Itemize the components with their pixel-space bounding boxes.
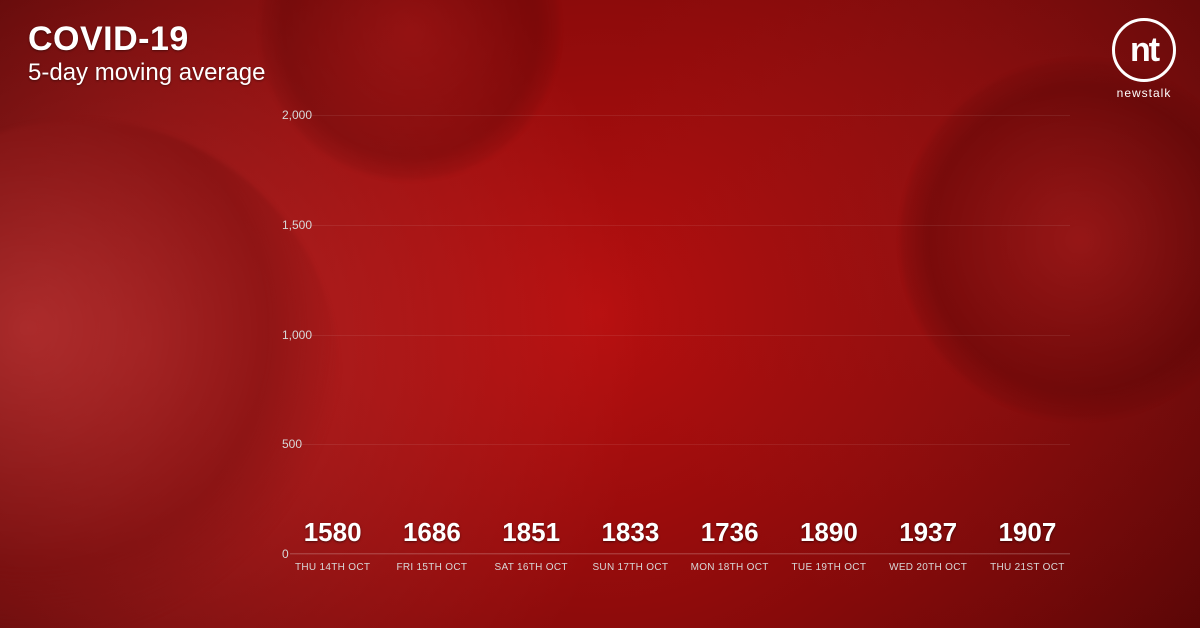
bar-slot: 1851 <box>489 517 574 554</box>
bar-value-label: 1851 <box>502 517 560 548</box>
brand-logo: nt newstalk <box>1112 18 1176 100</box>
x-tick-label: FRI 15TH OCT <box>389 554 474 588</box>
page-subtitle: 5-day moving average <box>28 59 265 87</box>
bar-value-label: 1890 <box>800 517 858 548</box>
chart-gridline <box>290 554 1070 555</box>
logo-ring-icon: nt <box>1112 18 1176 82</box>
x-tick-label: MON 18TH OCT <box>687 554 772 588</box>
chart-gridline <box>290 335 1070 336</box>
bar-slot: 1907 <box>985 517 1070 554</box>
page-title: COVID-19 <box>28 20 265 59</box>
infographic-stage: COVID-19 5-day moving average nt newstal… <box>0 0 1200 628</box>
chart-x-axis: THU 14TH OCT FRI 15TH OCT SAT 16TH OCT SUN … <box>290 554 1070 588</box>
logo-monogram: nt <box>1130 33 1158 67</box>
bar-slot: 1890 <box>786 517 871 554</box>
bar-slot: 1937 <box>886 517 971 554</box>
chart-gridline <box>290 115 1070 116</box>
bar-value-label: 1937 <box>899 517 957 548</box>
x-tick-label: SUN 17TH OCT <box>588 554 673 588</box>
x-tick-label: THU 14TH OCT <box>290 554 375 588</box>
chart-gridline <box>290 225 1070 226</box>
bar-slot: 1833 <box>588 517 673 554</box>
bar-slot: 1686 <box>389 517 474 554</box>
bar-value-label: 1686 <box>403 517 461 548</box>
x-tick-label: TUE 19TH OCT <box>786 554 871 588</box>
x-tick-label: WED 20TH OCT <box>886 554 971 588</box>
bar-value-label: 1833 <box>601 517 659 548</box>
bar-slot: 1580 <box>290 517 375 554</box>
bar-value-label: 1736 <box>701 517 759 548</box>
logo-wordmark: newstalk <box>1112 86 1176 100</box>
chart-gridline <box>290 444 1070 445</box>
bar-chart: 1580 1686 1851 1833 1736 1890 1937 1907 THU 14T… <box>260 115 1070 588</box>
title-block: COVID-19 5-day moving average <box>28 20 265 87</box>
bar-value-label: 1580 <box>304 517 362 548</box>
bar-slot: 1736 <box>687 517 772 554</box>
bar-value-label: 1907 <box>998 517 1056 548</box>
x-tick-label: SAT 16TH OCT <box>489 554 574 588</box>
x-tick-label: THU 21ST OCT <box>985 554 1070 588</box>
